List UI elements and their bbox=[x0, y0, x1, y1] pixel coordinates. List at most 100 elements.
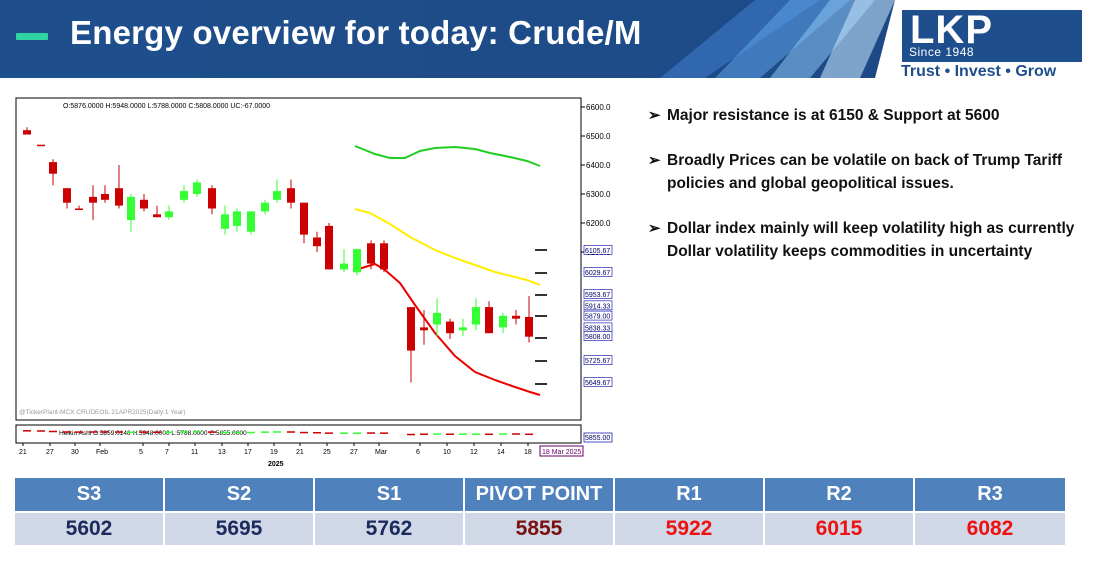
x-tick-label: 30 bbox=[71, 449, 79, 456]
heikin-ashi-bar bbox=[127, 431, 135, 434]
pivot-table: S3 S2 S1 PIVOT POINT R1 R2 R3 5602 5695 … bbox=[15, 478, 1067, 545]
heikin-ashi-bar bbox=[37, 430, 45, 432]
bearish-candle bbox=[367, 243, 375, 264]
banner-background bbox=[0, 0, 895, 78]
header-r1: R1 bbox=[615, 478, 763, 511]
chart-canvas: O:5876.0000 H:5948.0000 L:5788.0000 C:58… bbox=[15, 97, 613, 468]
heikin-ashi-bar bbox=[407, 433, 415, 436]
heikin-ashi-bar bbox=[247, 431, 255, 434]
price-tag-box bbox=[583, 267, 613, 277]
heikin-ashi-bar bbox=[459, 433, 467, 435]
heikin-ashi-bar bbox=[300, 431, 308, 434]
value-r1: 5922 bbox=[615, 513, 763, 545]
bullish-candle bbox=[233, 211, 241, 226]
bullet-dollar: ➢ Dollar index mainly will keep volatili… bbox=[648, 217, 1088, 263]
header-banner: Energy overview for today: Crude/M bbox=[0, 0, 1099, 80]
x-tick-label: 13 bbox=[218, 449, 226, 456]
level-marker bbox=[535, 272, 547, 274]
bullish-candle bbox=[353, 249, 361, 273]
value-s3: 5602 bbox=[15, 513, 163, 545]
price-tag-box bbox=[583, 355, 613, 365]
price-tag: 5914.33 bbox=[585, 303, 610, 310]
x-tick-label: 12 bbox=[470, 449, 478, 456]
bearish-candle bbox=[300, 202, 308, 235]
y-tick-label: 6600.0 bbox=[586, 103, 611, 112]
date-tag-box bbox=[539, 445, 584, 457]
header-r2: R2 bbox=[765, 478, 913, 511]
heikin-ashi-bar bbox=[153, 431, 161, 433]
bearish-candle bbox=[525, 316, 533, 337]
y-tick-label: 6200.0 bbox=[586, 219, 611, 228]
x-tick-label: 25 bbox=[323, 449, 331, 456]
x-tick-label: 10 bbox=[443, 449, 451, 456]
y-tick-label: 6400.0 bbox=[586, 161, 611, 170]
heikin-ashi-bar bbox=[233, 431, 241, 434]
price-tag-box bbox=[583, 289, 613, 299]
x-tick-label: 5 bbox=[139, 449, 143, 456]
price-tag: 5725.67 bbox=[585, 358, 610, 365]
arrow-bullet-icon: ➢ bbox=[648, 220, 661, 237]
level-marker bbox=[535, 294, 547, 296]
x-tick-label: 6 bbox=[416, 449, 420, 456]
bearish-candle bbox=[49, 162, 57, 174]
heikin-ashi-bar bbox=[273, 431, 281, 433]
heikin-ashi-bar bbox=[525, 433, 533, 436]
x-tick-label: Mar bbox=[375, 449, 388, 456]
bullish-candle bbox=[165, 211, 173, 218]
bullet-text: Broadly Prices can be volatile on back o… bbox=[667, 152, 1063, 192]
x-tick-label: Feb bbox=[96, 449, 108, 456]
bearish-candle bbox=[512, 315, 520, 319]
bullish-candle bbox=[221, 214, 229, 229]
price-tag: 5649.67 bbox=[585, 380, 610, 387]
price-tag: 5808.00 bbox=[585, 334, 610, 341]
commentary-list: ➢ Major resistance is at 6150 & Support … bbox=[648, 104, 1088, 285]
heikin-ashi-bar bbox=[261, 431, 269, 433]
heikin-ashi-bar bbox=[287, 431, 295, 433]
lower-band-line bbox=[352, 262, 541, 396]
price-tag-box bbox=[583, 310, 613, 321]
title-accent-dash bbox=[16, 33, 48, 40]
header-r3: R3 bbox=[915, 478, 1065, 511]
price-tag-box bbox=[583, 331, 613, 341]
bearish-candle bbox=[101, 194, 109, 200]
logo-text: LKP bbox=[910, 8, 993, 52]
header-s1: S1 bbox=[315, 478, 463, 511]
heikin-ashi-bar bbox=[472, 433, 480, 435]
bullish-candle bbox=[193, 182, 201, 194]
bullish-candle bbox=[247, 211, 255, 232]
bullet-text: Major resistance is at 6150 & Support at… bbox=[667, 107, 1000, 124]
tagline: Trust • Invest • Grow bbox=[901, 63, 1057, 80]
pivot-values-row: 5602 5695 5762 5855 5922 6015 6082 bbox=[15, 513, 1067, 545]
bullish-candle bbox=[127, 196, 135, 221]
bearish-candle bbox=[63, 188, 71, 203]
x-tick-label: 18 bbox=[524, 449, 532, 456]
year-label: 2025 bbox=[268, 461, 284, 468]
bullish-candle bbox=[472, 307, 480, 325]
price-tag: 6029.67 bbox=[585, 270, 610, 277]
value-pivot-point: 5855 bbox=[465, 513, 613, 545]
bearish-candle bbox=[446, 321, 454, 334]
bearish-candle bbox=[140, 199, 148, 209]
header-s2: S2 bbox=[165, 478, 313, 511]
heikin-ashi-bar bbox=[485, 433, 493, 435]
x-tick-label: 21 bbox=[296, 449, 304, 456]
bearish-candle bbox=[485, 307, 493, 334]
price-tag-box bbox=[583, 377, 613, 387]
heikin-ashi-bar bbox=[353, 432, 361, 434]
candlestick-chart: O:5876.0000 H:5948.0000 L:5788.0000 C:58… bbox=[15, 97, 615, 469]
heikin-ashi-bar bbox=[420, 433, 428, 435]
heikin-ashi-bar bbox=[23, 430, 31, 432]
value-r3: 6082 bbox=[915, 513, 1065, 545]
heikin-ashi-bar bbox=[433, 433, 441, 435]
heikin-ashi-bar bbox=[49, 430, 57, 433]
heikin-ashi-bar bbox=[340, 432, 348, 434]
bullet-resistance: ➢ Major resistance is at 6150 & Support … bbox=[648, 104, 1088, 127]
value-r2: 6015 bbox=[765, 513, 913, 545]
x-tick-label: 11 bbox=[191, 449, 198, 456]
bullish-candle bbox=[340, 263, 348, 270]
page-title: Energy overview for today: Crude/M bbox=[70, 14, 642, 51]
upper-band-line bbox=[354, 145, 541, 167]
arrow-bullet-icon: ➢ bbox=[648, 107, 661, 124]
pivot-header-row: S3 S2 S1 PIVOT POINT R1 R2 R3 bbox=[15, 478, 1067, 511]
x-tick-label: 14 bbox=[497, 449, 505, 456]
